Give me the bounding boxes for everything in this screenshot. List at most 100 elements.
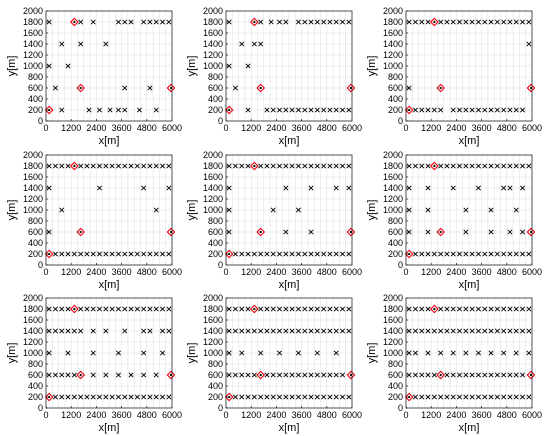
diamond-marker-outline	[44, 249, 54, 259]
x-marker	[166, 306, 172, 312]
x-marker	[160, 19, 166, 25]
x-tick-label: 6000	[162, 410, 182, 420]
x-marker	[425, 372, 431, 378]
x-marker-stroke	[141, 306, 147, 312]
diamond-marker-outline	[76, 227, 86, 237]
x-marker-stroke	[419, 306, 425, 312]
x-marker-stroke	[438, 394, 444, 400]
grid	[226, 155, 352, 265]
x-marker-stroke	[295, 107, 301, 113]
x-marker	[308, 163, 314, 169]
x-marker	[482, 394, 488, 400]
x-marker	[346, 328, 352, 334]
x-axis-label: x[m]	[459, 135, 480, 147]
x-marker-stroke	[520, 229, 526, 235]
x-marker	[308, 229, 314, 235]
x-marker-stroke	[469, 372, 475, 378]
x-marker	[239, 41, 245, 47]
x-marker	[71, 328, 77, 334]
axis-frame	[225, 297, 353, 409]
diamond-marker-series	[224, 304, 356, 402]
x-marker-stroke	[166, 328, 172, 334]
x-marker-stroke	[84, 163, 90, 169]
x-marker	[450, 163, 456, 169]
x-marker	[302, 306, 308, 312]
x-marker-stroke	[513, 328, 519, 334]
x-marker-stroke	[134, 163, 140, 169]
grid	[46, 155, 172, 265]
diamond-marker	[526, 227, 536, 237]
x-marker	[327, 163, 333, 169]
axis-frame	[405, 10, 533, 122]
x-marker-stroke	[109, 163, 115, 169]
x-marker	[90, 163, 96, 169]
x-marker-stroke	[526, 41, 532, 47]
x-marker-stroke	[314, 251, 320, 257]
diamond-marker-center	[349, 373, 353, 377]
diamond-marker-outline	[256, 83, 266, 93]
x-marker	[469, 306, 475, 312]
x-marker-stroke	[147, 251, 153, 257]
diamond-marker-outline	[44, 392, 54, 402]
x-marker	[103, 41, 109, 47]
x-marker	[463, 350, 469, 356]
x-marker-stroke	[507, 328, 513, 334]
x-marker	[475, 251, 481, 257]
x-marker-stroke	[115, 251, 121, 257]
y-tick-label: 1000	[383, 348, 403, 358]
diamond-marker-center	[169, 373, 173, 377]
x-marker-series	[406, 19, 532, 113]
grid	[226, 11, 352, 121]
x-marker	[450, 251, 456, 257]
y-tick-label: 1200	[23, 337, 43, 347]
x-marker	[444, 19, 450, 25]
x-marker-stroke	[295, 350, 301, 356]
x-marker-stroke	[71, 394, 77, 400]
x-marker	[488, 207, 494, 213]
x-marker	[501, 185, 507, 191]
x-marker	[425, 328, 431, 334]
x-marker-stroke	[438, 328, 444, 334]
x-marker	[147, 328, 153, 334]
x-marker-stroke	[327, 163, 333, 169]
x-axis-label: x[m]	[279, 422, 300, 434]
x-marker	[501, 107, 507, 113]
x-marker	[122, 85, 128, 91]
y-tick-label: 1400	[23, 326, 43, 336]
x-marker	[513, 350, 519, 356]
x-tick-label: 2400	[266, 267, 286, 277]
x-marker-stroke	[289, 328, 295, 334]
x-marker	[526, 350, 532, 356]
x-marker-stroke	[463, 350, 469, 356]
x-marker	[526, 19, 532, 25]
diamond-marker-outline	[526, 83, 536, 93]
x-marker	[463, 229, 469, 235]
x-marker	[507, 328, 513, 334]
x-marker-stroke	[141, 372, 147, 378]
x-marker-stroke	[147, 19, 153, 25]
x-marker	[501, 163, 507, 169]
x-marker-stroke	[289, 372, 295, 378]
x-marker	[52, 372, 58, 378]
x-marker	[406, 306, 412, 312]
x-marker-stroke	[122, 107, 128, 113]
x-marker-stroke	[283, 306, 289, 312]
x-marker	[526, 163, 532, 169]
x-marker	[333, 306, 339, 312]
x-marker-stroke	[488, 306, 494, 312]
x-marker	[46, 372, 52, 378]
diamond-marker-outline	[76, 83, 86, 93]
x-marker	[245, 394, 251, 400]
x-marker	[308, 185, 314, 191]
x-marker	[520, 394, 526, 400]
diamond-marker-outline	[69, 161, 79, 171]
x-marker	[482, 163, 488, 169]
diamond-marker-outline	[436, 370, 446, 380]
x-marker	[412, 372, 418, 378]
x-marker-stroke	[333, 185, 339, 191]
x-marker-stroke	[153, 207, 159, 213]
x-marker-stroke	[444, 251, 450, 257]
x-marker	[52, 328, 58, 334]
x-tick-label: 0	[43, 410, 48, 420]
x-marker-stroke	[488, 19, 494, 25]
